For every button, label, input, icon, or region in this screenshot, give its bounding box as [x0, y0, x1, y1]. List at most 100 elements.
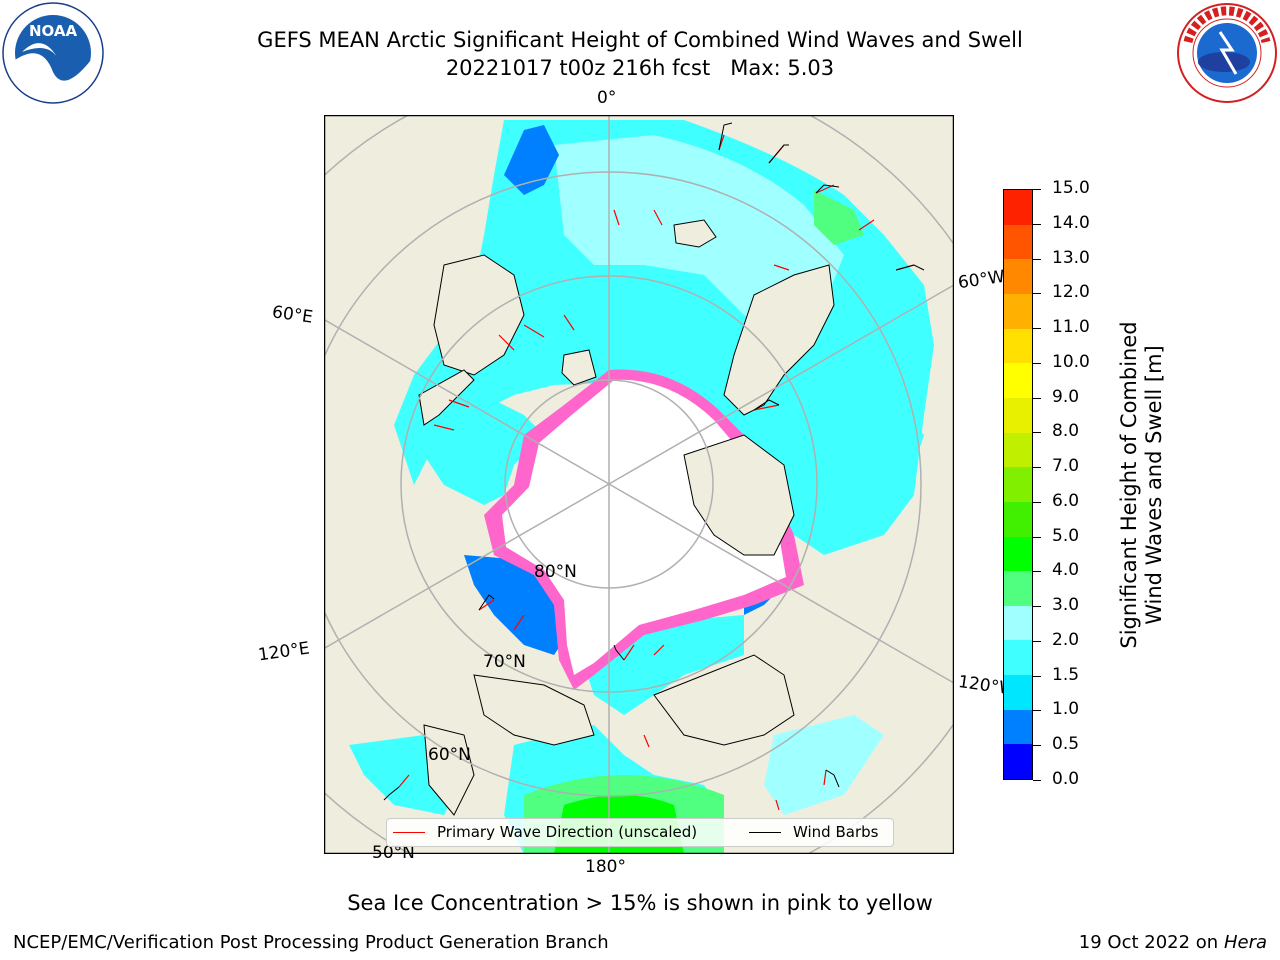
lon-label-60w: 60°W — [956, 266, 1007, 294]
colorbar-tick-label: 10.0 — [1052, 351, 1090, 372]
footer-org: NCEP/EMC/Verification Post Processing Pr… — [13, 932, 609, 953]
wave-legend-line — [393, 832, 425, 833]
lon-label-60e: 60°E — [270, 302, 315, 328]
colorbar-tick-label: 15.0 — [1052, 178, 1090, 198]
wave-arrow — [478, 599, 495, 611]
colorbar-segment — [1004, 675, 1032, 710]
wave-arrow — [643, 734, 650, 748]
colorbar — [1003, 189, 1033, 780]
wave-arrow — [523, 324, 545, 338]
lat-label-80: 80°N — [534, 562, 577, 582]
colorbar-segment — [1004, 397, 1032, 433]
colorbar-tick-label: 9.0 — [1052, 386, 1080, 407]
wave-arrow — [753, 404, 780, 411]
wave-arrow — [653, 644, 665, 656]
meridian-60w — [608, 284, 954, 485]
wind-barb — [825, 769, 840, 788]
footer-machine: Hera — [1223, 932, 1267, 953]
wave-arrow — [623, 644, 635, 661]
wave-arrow — [773, 264, 790, 271]
colorbar-tick-label: 3.0 — [1052, 595, 1080, 616]
sea-ice-note: Sea Ice Concentration > 15% is shown in … — [347, 891, 933, 915]
wave-arrow — [513, 614, 525, 631]
wave-arrow — [398, 774, 410, 788]
colorbar-tick-label: 6.0 — [1052, 490, 1080, 511]
lon-label-180: 180° — [585, 857, 626, 877]
title-line-1: GEFS MEAN Arctic Significant Height of C… — [257, 28, 1023, 52]
colorbar-tick-label: 0.0 — [1052, 769, 1080, 789]
nws-logo — [1177, 3, 1277, 103]
lon-label-120e: 120°E — [256, 638, 311, 666]
colorbar-tick-label: 1.5 — [1052, 664, 1080, 685]
meridian-120w — [608, 483, 954, 684]
colorbar-segment — [1004, 328, 1032, 364]
colorbar-tick-label: 7.0 — [1052, 456, 1080, 477]
chart-title: GEFS MEAN Arctic Significant Height of C… — [0, 26, 1280, 82]
colorbar-segment — [1004, 640, 1032, 676]
land-alaska — [653, 654, 795, 746]
wind-barb — [768, 144, 789, 164]
colorbar-tick-label: 12.0 — [1052, 282, 1090, 303]
colorbar-segment — [1004, 536, 1032, 572]
colorbar-tick-label: 5.0 — [1052, 525, 1080, 546]
colorbar-segment — [1004, 363, 1032, 398]
wind-barb — [383, 786, 400, 801]
colorbar-tick-label: 0.5 — [1052, 734, 1080, 755]
wave-arrow — [563, 314, 575, 331]
lat-label-70: 70°N — [483, 652, 526, 672]
colorbar-segment — [1004, 224, 1032, 260]
wave-arrow — [775, 799, 780, 811]
wave-arrow — [823, 769, 827, 786]
colorbar-segment — [1004, 744, 1032, 779]
wind-barb — [895, 264, 925, 271]
land-chukotka — [473, 674, 595, 746]
colorbar-segment — [1004, 294, 1032, 329]
footer-date: 19 Oct 2022 on Hera — [1079, 932, 1267, 953]
wave-arrow — [613, 209, 620, 226]
land-iceland — [673, 219, 717, 248]
ocean-cyan-gulf-alaska — [764, 715, 884, 815]
lon-label-0: 0° — [597, 88, 617, 108]
colorbar-segment — [1004, 709, 1032, 745]
colorbar-tick-label: 4.0 — [1052, 560, 1080, 581]
lat-label-60: 60°N — [428, 745, 471, 765]
map-frame — [324, 115, 954, 854]
colorbar-ticks: 0.0 0.5 1.0 1.5 2.0 3.0 4.0 5.0 6.0 7.0 8.0 9.0 10.0… — [1033, 178, 1113, 789]
title-line-2: 20221017 t00z 216h fcst Max: 5.03 — [445, 56, 835, 80]
colorbar-tick-label: 2.0 — [1052, 629, 1080, 650]
wind-barb — [478, 594, 495, 611]
colorbar-label-line-1: Significant Height of Combined — [1117, 321, 1141, 649]
barb-legend-line — [749, 832, 781, 833]
wave-arrow — [498, 334, 515, 351]
colorbar-segment — [1004, 190, 1032, 225]
map-legend: Primary Wave Direction (unscaled) Wind B… — [386, 818, 894, 847]
wind-barb — [718, 122, 733, 151]
colorbar-tick-label: 8.0 — [1052, 421, 1080, 442]
land-scandinavia — [433, 254, 525, 376]
land-novaya-zemlya — [418, 369, 475, 426]
colorbar-segment — [1004, 605, 1032, 641]
colorbar-tick-label: 14.0 — [1052, 212, 1090, 233]
wave-arrow — [653, 209, 663, 226]
wind-barb — [815, 184, 840, 194]
colorbar-label: Significant Height of Combined Wind Wave… — [1117, 275, 1167, 695]
colorbar-segment — [1004, 259, 1032, 295]
wave-arrow — [448, 399, 470, 408]
ocean-blue-baltic — [504, 125, 559, 195]
wind-barb — [753, 399, 780, 411]
ocean-cyan-hudson-bay — [824, 395, 924, 495]
colorbar-segment — [1004, 571, 1032, 606]
colorbar-label-line-2: Wind Waves and Swell [m] — [1142, 345, 1166, 625]
colorbar-segment — [1004, 432, 1032, 468]
colorbar-segment — [1004, 467, 1032, 502]
meridian-120e — [324, 483, 610, 650]
noaa-logo: NOAA — [2, 2, 104, 104]
ocean-cyan-kara — [424, 395, 544, 505]
meridian-60e — [324, 318, 610, 485]
noaa-logo-text: NOAA — [29, 22, 78, 40]
colorbar-tick-label: 13.0 — [1052, 247, 1090, 268]
wave-arrow — [858, 219, 875, 231]
arctic-wave-map — [324, 115, 954, 854]
land-greenland — [723, 264, 835, 416]
lat-label-50: 50°N — [372, 843, 415, 863]
